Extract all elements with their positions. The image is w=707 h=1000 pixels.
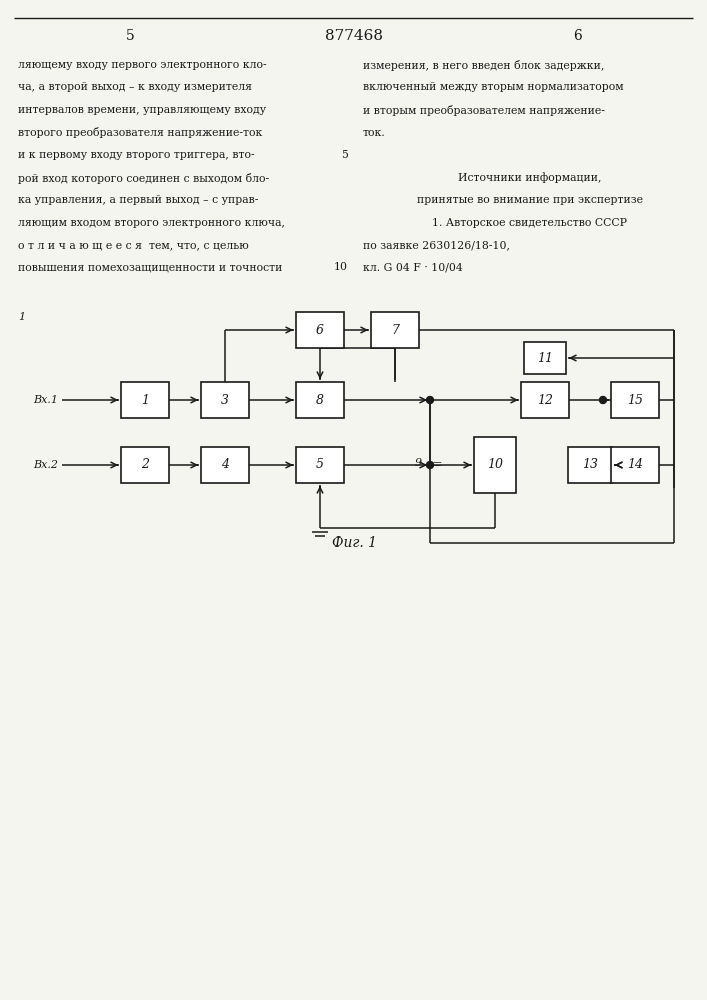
Bar: [611, 382, 659, 418]
Text: измерения, в него введен блок задержки,: измерения, в него введен блок задержки,: [363, 60, 604, 71]
Text: 8: 8: [316, 393, 324, 406]
Text: по заявке 2630126/18-10,: по заявке 2630126/18-10,: [363, 240, 510, 250]
Text: 1: 1: [141, 393, 149, 406]
Text: и вторым преобразователем напряжение-: и вторым преобразователем напряжение-: [363, 105, 605, 116]
Text: 7: 7: [391, 324, 399, 336]
Text: 15: 15: [627, 393, 643, 406]
Circle shape: [426, 396, 433, 403]
Bar: [201, 382, 249, 418]
Text: 10: 10: [334, 262, 348, 272]
Text: рой вход которого соединен с выходом бло-: рой вход которого соединен с выходом бло…: [18, 172, 269, 184]
Text: 5: 5: [126, 29, 134, 43]
Text: Вх.1: Вх.1: [33, 395, 58, 405]
Text: =: =: [432, 458, 443, 472]
Text: принятые во внимание при экспертизе: принятые во внимание при экспертизе: [417, 195, 643, 205]
Circle shape: [600, 396, 607, 403]
Bar: [296, 382, 344, 418]
Text: 6: 6: [316, 324, 324, 336]
Text: и к первому входу второго триггера, вто-: и к первому входу второго триггера, вто-: [18, 150, 255, 160]
Text: 6: 6: [573, 29, 583, 43]
Text: ляющему входу первого электронного кло-: ляющему входу первого электронного кло-: [18, 60, 267, 70]
Text: 3: 3: [221, 393, 229, 406]
Bar: [371, 312, 419, 348]
Bar: [296, 312, 344, 348]
Bar: [474, 437, 516, 493]
Bar: [521, 382, 569, 418]
Bar: [121, 447, 169, 483]
Text: 877468: 877468: [325, 29, 383, 43]
Text: 14: 14: [627, 458, 643, 472]
Text: 1. Авторское свидетельство СССР: 1. Авторское свидетельство СССР: [433, 218, 628, 228]
Text: Вх.2: Вх.2: [33, 460, 58, 470]
Text: 1: 1: [18, 312, 25, 322]
Bar: [121, 382, 169, 418]
Bar: [568, 447, 612, 483]
Bar: [524, 342, 566, 374]
Text: 5: 5: [316, 458, 324, 472]
Text: 12: 12: [537, 393, 553, 406]
Text: ча, а второй выход – к входу измерителя: ча, а второй выход – к входу измерителя: [18, 83, 252, 93]
Text: повышения помехозащищенности и точности: повышения помехозащищенности и точности: [18, 262, 282, 272]
Bar: [296, 447, 344, 483]
Bar: [611, 447, 659, 483]
Text: ток.: ток.: [363, 127, 386, 137]
Text: 5: 5: [341, 150, 348, 160]
Text: Источники информации,: Источники информации,: [458, 172, 602, 183]
Text: 4: 4: [221, 458, 229, 472]
Text: включенный между вторым нормализатором: включенный между вторым нормализатором: [363, 83, 624, 93]
Text: 11: 11: [537, 352, 553, 364]
Circle shape: [426, 462, 433, 468]
Text: интервалов времени, управляющему входу: интервалов времени, управляющему входу: [18, 105, 266, 115]
Text: ка управления, а первый выход – с управ-: ка управления, а первый выход – с управ-: [18, 195, 258, 205]
Text: 13: 13: [582, 458, 598, 472]
Text: 2: 2: [141, 458, 149, 472]
Bar: [201, 447, 249, 483]
Text: ляющим входом второго электронного ключа,: ляющим входом второго электронного ключа…: [18, 218, 285, 228]
Text: кл. G 04 F · 10/04: кл. G 04 F · 10/04: [363, 262, 463, 272]
Text: Фиг. 1: Фиг. 1: [332, 536, 377, 550]
Text: второго преобразователя напряжение-ток: второго преобразователя напряжение-ток: [18, 127, 262, 138]
Text: 10: 10: [487, 458, 503, 472]
Text: 9: 9: [415, 458, 422, 468]
Text: о т л и ч а ю щ е е с я  тем, что, с целью: о т л и ч а ю щ е е с я тем, что, с цель…: [18, 240, 249, 250]
